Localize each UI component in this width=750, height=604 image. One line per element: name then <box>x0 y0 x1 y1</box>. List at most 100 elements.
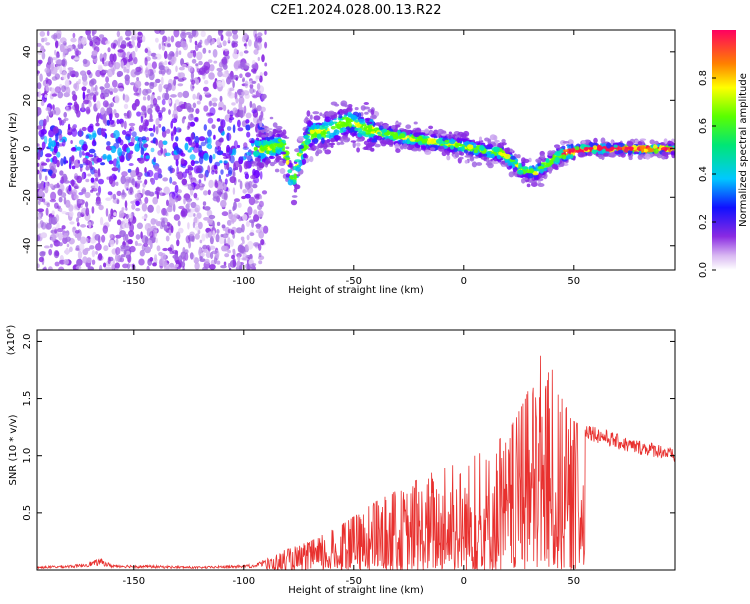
spectrogram-cell <box>194 262 200 270</box>
spectrogram-cell <box>323 142 328 150</box>
spectrogram-cell <box>63 196 67 205</box>
spectrogram-cell <box>178 227 184 234</box>
spectrogram-cell <box>162 177 169 182</box>
x-tick-label: -150 <box>122 276 145 287</box>
spectrogram-cell <box>417 148 422 152</box>
spectrogram-cell <box>405 124 412 129</box>
spectrogram-cell <box>189 37 192 43</box>
spectrogram-cell <box>192 50 197 58</box>
spectrogram-cell <box>128 122 136 127</box>
spectrogram-cell <box>62 119 66 124</box>
spectrogram-cell <box>454 151 460 158</box>
spectrogram-cell <box>461 133 468 138</box>
spectrogram-cell <box>231 30 238 35</box>
spectrogram-cell <box>195 142 199 148</box>
x-tick-label: -100 <box>232 576 255 587</box>
spectrogram-cell <box>158 258 165 267</box>
spectrogram-cell <box>172 108 178 118</box>
spectrogram-cell <box>91 250 96 258</box>
spectrogram-cell <box>193 192 198 199</box>
spectrogram-cell <box>420 145 427 151</box>
spectrogram-cell <box>367 138 371 143</box>
spectrogram-cell <box>122 130 127 135</box>
spectrogram-cell <box>325 111 331 118</box>
spectrogram-cell <box>352 141 356 148</box>
spectrogram-cell <box>160 147 164 154</box>
spectrogram-cell <box>78 128 82 138</box>
spectrogram-cell <box>394 143 400 150</box>
spectrogram-cell <box>43 245 50 249</box>
spectrogram-cell <box>90 157 94 162</box>
spectrogram-cell <box>45 77 49 83</box>
spectrogram-cell <box>169 176 173 184</box>
spectrogram-cell <box>449 145 455 150</box>
spectrogram-cell <box>196 165 203 173</box>
spectrogram-cell <box>207 189 211 196</box>
spectrogram-cell <box>254 33 258 42</box>
spectrogram-cell <box>302 144 309 150</box>
spectrogram-cell <box>107 256 111 265</box>
spectrogram-cell <box>58 232 63 241</box>
spectrogram-cell <box>143 242 149 247</box>
spectrogram-cell <box>293 173 297 180</box>
spectrogram-cell <box>120 175 126 185</box>
spectrogram-frame <box>36 29 676 271</box>
spectrogram-cell <box>166 206 173 213</box>
spectrogram-cell <box>227 109 230 115</box>
spectrogram-cell <box>239 51 244 57</box>
spectrogram-cell <box>298 145 304 149</box>
spectrogram-cell <box>172 181 177 186</box>
spectrogram-cell <box>261 158 265 162</box>
spectrogram-cell <box>98 66 103 71</box>
spectrogram-cell <box>626 141 634 147</box>
spectrogram-cell <box>242 78 245 83</box>
spectrogram-cell <box>649 139 655 145</box>
spectrogram-cell <box>144 167 147 174</box>
spectrogram-cell <box>135 171 143 178</box>
spectrogram-cell <box>124 74 130 81</box>
spectrogram-cell <box>149 257 153 262</box>
spectrogram-cell <box>133 56 138 65</box>
spectrogram-cell <box>48 216 53 226</box>
spectrogram-cell <box>74 71 79 78</box>
spectrogram-cell <box>473 149 478 154</box>
spectrogram-cell <box>88 154 94 158</box>
spectrogram-cell <box>203 206 211 211</box>
spectrogram-cell <box>103 262 107 268</box>
spectrogram-cell <box>89 40 94 47</box>
spectrogram-cell <box>383 128 388 134</box>
y-tick-label: 40 <box>22 45 33 58</box>
spectrogram-cell <box>136 222 143 230</box>
spectrogram-cell <box>43 37 48 42</box>
spectrogram-cell <box>169 197 175 206</box>
spectrogram-cell <box>129 245 136 253</box>
spectrogram-cell <box>247 206 253 216</box>
spectrogram-cell <box>69 211 74 217</box>
spectrogram-cell <box>116 118 120 125</box>
spectrogram-cell <box>42 123 46 131</box>
spectrogram-cell <box>354 128 359 131</box>
spectrogram-cell <box>245 244 249 252</box>
spectrogram-cell <box>46 115 50 123</box>
spectrogram-cell <box>149 177 154 183</box>
spectrogram-cell <box>133 92 140 96</box>
spectrogram-cell <box>76 146 82 151</box>
spectrogram-cell <box>58 196 63 203</box>
spectrogram-cell <box>251 64 257 69</box>
spectrogram-cell <box>231 102 236 106</box>
spectrogram-cell <box>237 127 244 132</box>
spectrogram-cell <box>237 119 241 128</box>
spectrogram-cell <box>134 45 138 52</box>
x-tick-label: -100 <box>232 276 255 287</box>
spectrogram-cell <box>56 151 61 158</box>
spectrogram-cell <box>148 118 154 123</box>
spectrogram-cell <box>41 162 48 166</box>
spectrogram-cell <box>593 137 598 144</box>
spectrogram-cell <box>147 204 154 213</box>
spectrogram-cell <box>623 146 629 153</box>
spectrogram-cell <box>181 261 186 268</box>
spectrogram-cell <box>250 121 253 129</box>
spectrogram-cell <box>425 144 430 149</box>
spectrogram-cell <box>168 109 171 115</box>
spectrogram-cell <box>152 56 158 60</box>
